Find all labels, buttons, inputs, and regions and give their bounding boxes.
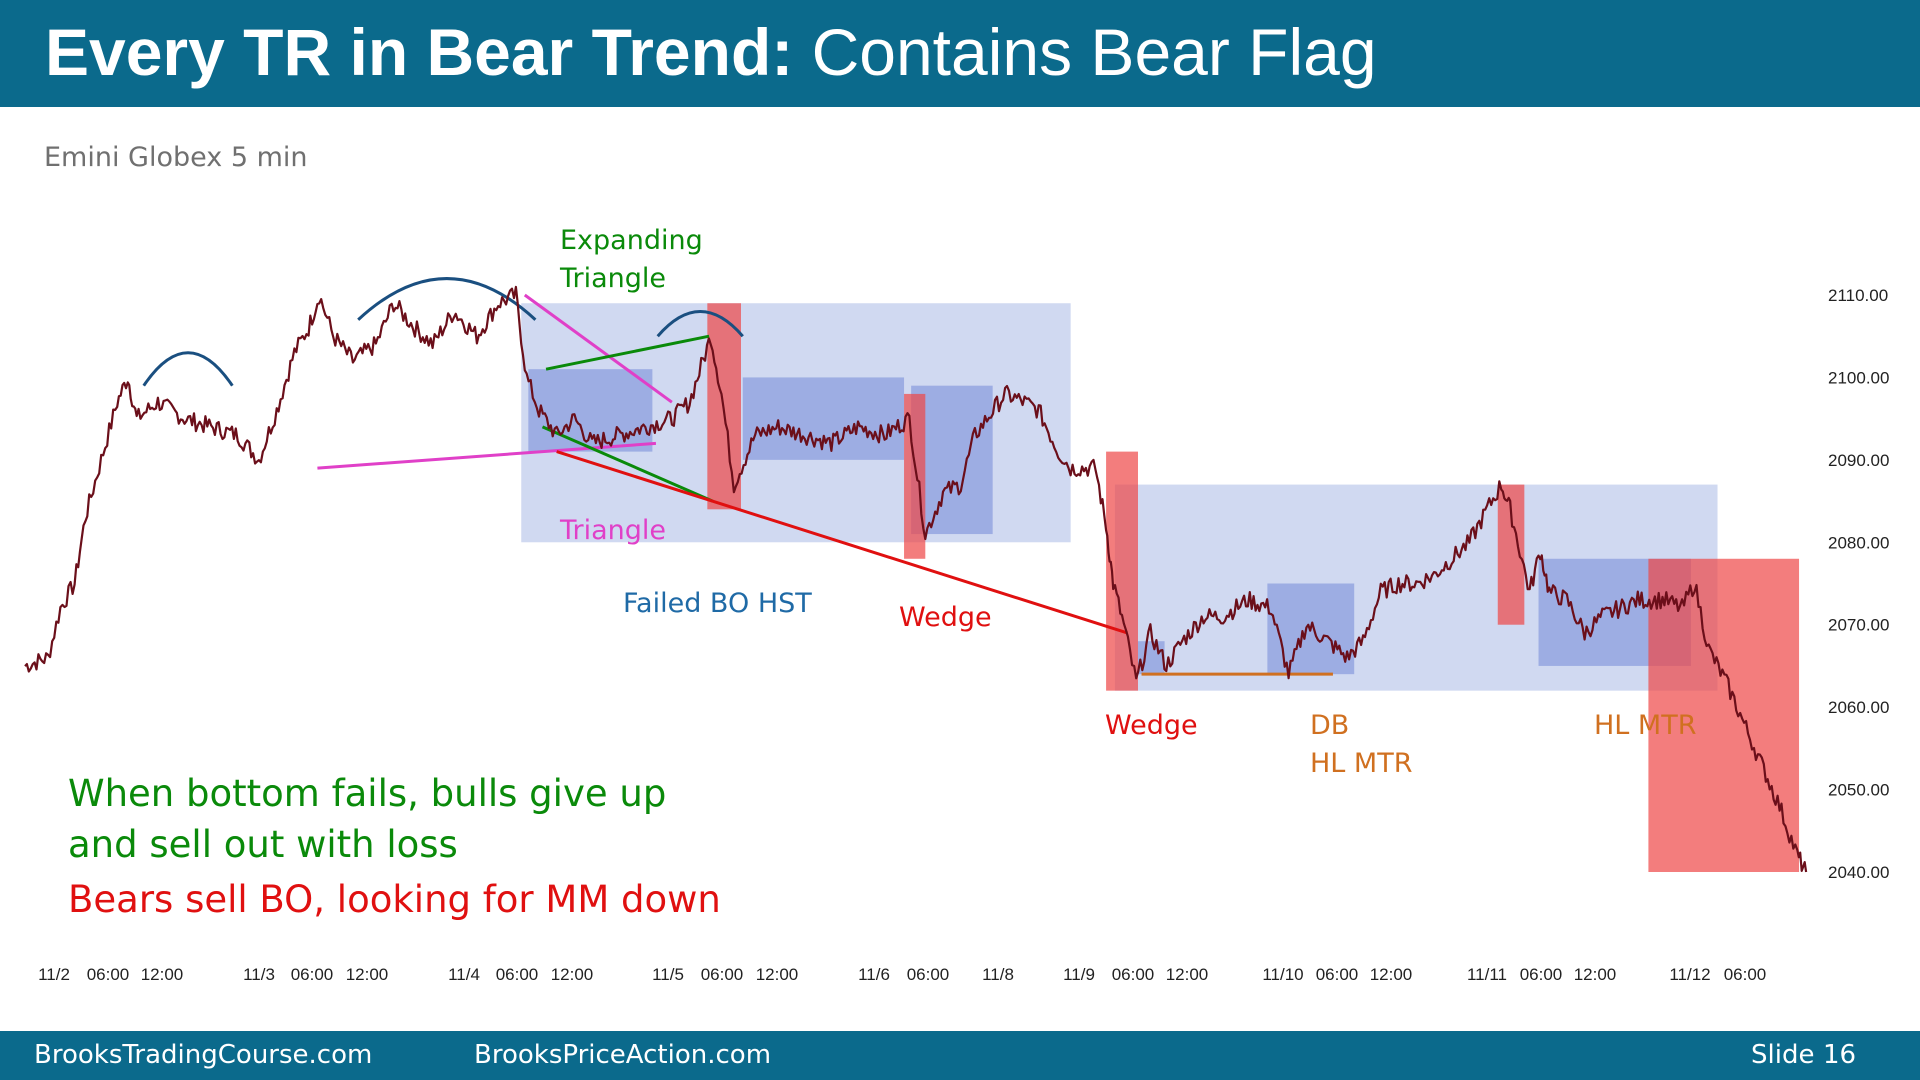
x-tick-label: 12:00 [551,965,594,984]
annotation-label: Wedge [899,602,992,633]
footer-left-link[interactable]: BrooksTradingCourse.com [34,1040,373,1070]
title-bar: Every TR in Bear Trend: Contains Bear Fl… [0,0,1920,107]
x-tick-label: 06:00 [1112,965,1155,984]
breakout-bar [1648,558,1800,872]
y-tick-label: 2070.00 [1828,616,1889,635]
trendline [545,334,710,371]
annotation-label: Triangle [559,263,666,294]
annotations: Expanding Triangle Triangle Failed BO HST We… [559,225,1696,779]
commentary-line-2: and sell out with loss [68,823,458,866]
x-tick-label: 11/12 [1669,965,1710,984]
price-chart: 2110.00 2100.00 2090.00 2080.00 2070.00 2060.… [24,225,1889,984]
footer-center-link[interactable]: BrooksPriceAction.com [474,1040,772,1070]
x-tick-label: 11/11 [1467,965,1507,984]
x-tick-label: 06:00 [87,965,130,984]
x-tick-label: 11/10 [1262,965,1303,984]
x-tick-label: 11/4 [448,965,480,984]
x-tick-label: 11/9 [1063,965,1095,984]
trendline [317,441,657,470]
x-tick-label: 12:00 [346,965,389,984]
price-series [24,285,1808,873]
x-tick-label: 11/5 [652,965,684,984]
commentary-line-1: When bottom fails, bulls give up [68,772,667,815]
x-tick-label: 11/6 [858,965,890,984]
y-tick-label: 2060.00 [1828,698,1889,717]
x-tick-label: 06:00 [496,965,539,984]
trendline [541,425,714,503]
top-arc [357,277,537,321]
chart-subtitle: Emini Globex 5 min [44,142,308,173]
annotation-label: HL MTR [1594,710,1696,741]
title-rest-part: Contains Bear Flag [811,15,1377,89]
annotation-label: Expanding [560,225,703,256]
x-tick-label: 12:00 [756,965,799,984]
x-tick-label: 06:00 [1520,965,1563,984]
slide-label: Slide [1751,1040,1815,1070]
trendlines [317,293,1333,676]
title-bold-part: Every TR in Bear Trend: [45,15,794,89]
x-tick-label: 11/8 [982,965,1014,984]
x-tick-label: 06:00 [1724,965,1767,984]
x-tick-label: 06:00 [1316,965,1359,984]
trendline [523,293,673,404]
annotation-label: HL MTR [1310,748,1412,779]
inner-range-box [528,369,653,452]
breakout-bar [904,393,926,559]
top-arc [656,310,744,338]
y-tick-label: 2100.00 [1828,368,1889,387]
x-tick-label: 11/2 [38,965,70,984]
annotation-label: Wedge [1105,710,1198,741]
y-tick-label: 2080.00 [1828,533,1889,552]
inner-range-box [742,377,905,460]
page-title: Every TR in Bear Trend: Contains Bear Fl… [45,14,1377,90]
y-tick-label: 2050.00 [1828,781,1889,800]
x-tick-label: 06:00 [701,965,744,984]
x-tick-label: 11/3 [243,965,275,984]
x-tick-label: 12:00 [1574,965,1617,984]
trading-range-box [1114,484,1718,691]
footer-bar: BrooksTradingCourse.com BrooksPriceActio… [0,1031,1920,1080]
trading-range-box [521,303,1071,543]
x-tick-label: 06:00 [907,965,950,984]
top-arc [142,351,234,387]
y-tick-label: 2090.00 [1828,451,1889,470]
breakout-bars [707,303,1800,872]
annotation-label: DB [1310,710,1349,741]
y-tick-label: 2040.00 [1828,863,1889,882]
price-line [24,285,1808,873]
x-axis: 11/2 06:00 12:00 11/3 06:00 12:00 11/4 06:00 12:… [38,965,1766,984]
annotation-label: Failed BO HST [623,588,812,619]
y-axis: 2110.00 2100.00 2090.00 2080.00 2070.00 2060.… [1828,286,1889,882]
top-arcs [142,277,744,387]
commentary-line-3: Bears sell BO, looking for MM down [68,878,721,921]
y-tick-label: 2110.00 [1828,286,1888,305]
slide-number: 16 [1823,1040,1857,1070]
breakout-bar [1106,451,1138,691]
trendline [556,450,1128,635]
x-tick-label: 12:00 [1370,965,1413,984]
x-tick-label: 12:00 [1166,965,1209,984]
x-tick-label: 12:00 [141,965,184,984]
annotation-label: Triangle [559,515,666,546]
x-tick-label: 06:00 [291,965,334,984]
